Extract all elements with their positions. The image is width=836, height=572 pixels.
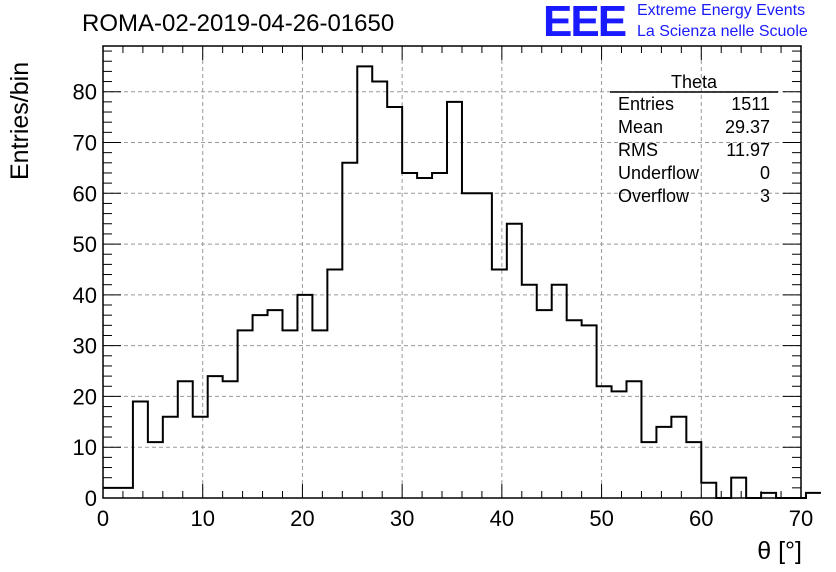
histogram-bin [193, 417, 208, 498]
histogram-bin [417, 178, 432, 498]
x-tick-label: 10 [190, 506, 214, 531]
x-tick-label: 40 [490, 506, 514, 531]
histogram-bin [612, 391, 627, 498]
histogram-bin [178, 381, 193, 498]
x-tick-label: 0 [97, 506, 109, 531]
stats-label: RMS [618, 140, 658, 160]
histogram-bin [537, 310, 552, 498]
histogram-bin [268, 310, 283, 498]
stats-title: Theta [671, 72, 718, 92]
histogram-bin [627, 381, 642, 498]
y-tick-label: 40 [73, 283, 97, 308]
histogram-bin [582, 325, 597, 498]
histogram-bin [402, 173, 417, 498]
histogram-bin [492, 269, 507, 498]
histogram-bin [387, 107, 402, 498]
histogram-bin [148, 442, 163, 498]
histogram-bin [731, 478, 746, 498]
histogram-bin [342, 163, 357, 498]
y-tick-label: 50 [73, 232, 97, 257]
x-tick-label: 30 [390, 506, 414, 531]
stats-value: 3 [760, 186, 770, 206]
y-tick-label: 70 [73, 130, 97, 155]
histogram-bin [597, 386, 612, 498]
histogram-bin [282, 330, 297, 498]
y-tick-label: 30 [73, 334, 97, 359]
stats-value: 11.97 [726, 140, 770, 160]
histogram-bin [522, 285, 537, 498]
histogram-bin [701, 483, 716, 498]
histogram-bin [656, 427, 671, 498]
histogram-bin [372, 82, 387, 498]
x-tick-label: 70 [789, 506, 813, 531]
histogram-bin [253, 315, 268, 498]
histogram-bin [552, 285, 567, 498]
histogram-bin [163, 417, 178, 498]
y-tick-label: 20 [73, 384, 97, 409]
histogram-bin [357, 66, 372, 498]
histogram-bin [432, 173, 447, 498]
y-tick-label: 10 [73, 435, 97, 460]
y-tick-label: 60 [73, 181, 97, 206]
stats-value: 1511 [731, 94, 770, 114]
y-tick-label: 80 [73, 80, 97, 105]
histogram-bin [312, 330, 327, 498]
histogram-bin [133, 402, 148, 498]
stats-label: Underflow [618, 163, 700, 183]
logo-subtitle-2: La Scienza nelle Scuole [637, 23, 808, 40]
x-axis-label: θ [°] [757, 537, 802, 565]
histogram-bin [507, 224, 522, 498]
page-title: ROMA-02-2019-04-26-01650 [82, 10, 395, 37]
histogram-bin [641, 442, 656, 498]
histogram-bin [238, 330, 253, 498]
histogram-bin [208, 376, 223, 498]
plot-frame [102, 45, 802, 499]
stats-label: Overflow [618, 186, 690, 206]
x-tick-label: 20 [290, 506, 314, 531]
histogram-bin [686, 442, 701, 498]
histogram-bin [447, 102, 462, 498]
stats-label: Mean [618, 117, 663, 137]
eee-logo: EEE [543, 0, 627, 46]
histogram-bin [671, 417, 686, 498]
stats-value: 0 [760, 163, 770, 183]
histogram-bin [223, 381, 238, 498]
histogram-bin [567, 320, 582, 498]
stats-label: Entries [618, 94, 674, 114]
histogram-outline [103, 65, 821, 499]
stats-value: 29.37 [725, 117, 770, 137]
y-tick-label: 0 [85, 486, 97, 511]
histogram-bin [118, 488, 133, 498]
histogram-bin [103, 488, 118, 498]
x-tick-label: 50 [589, 506, 613, 531]
histogram-bin [327, 269, 342, 498]
x-tick-label: 60 [689, 506, 713, 531]
logo-subtitle-1: Extreme Energy Events [637, 2, 806, 19]
